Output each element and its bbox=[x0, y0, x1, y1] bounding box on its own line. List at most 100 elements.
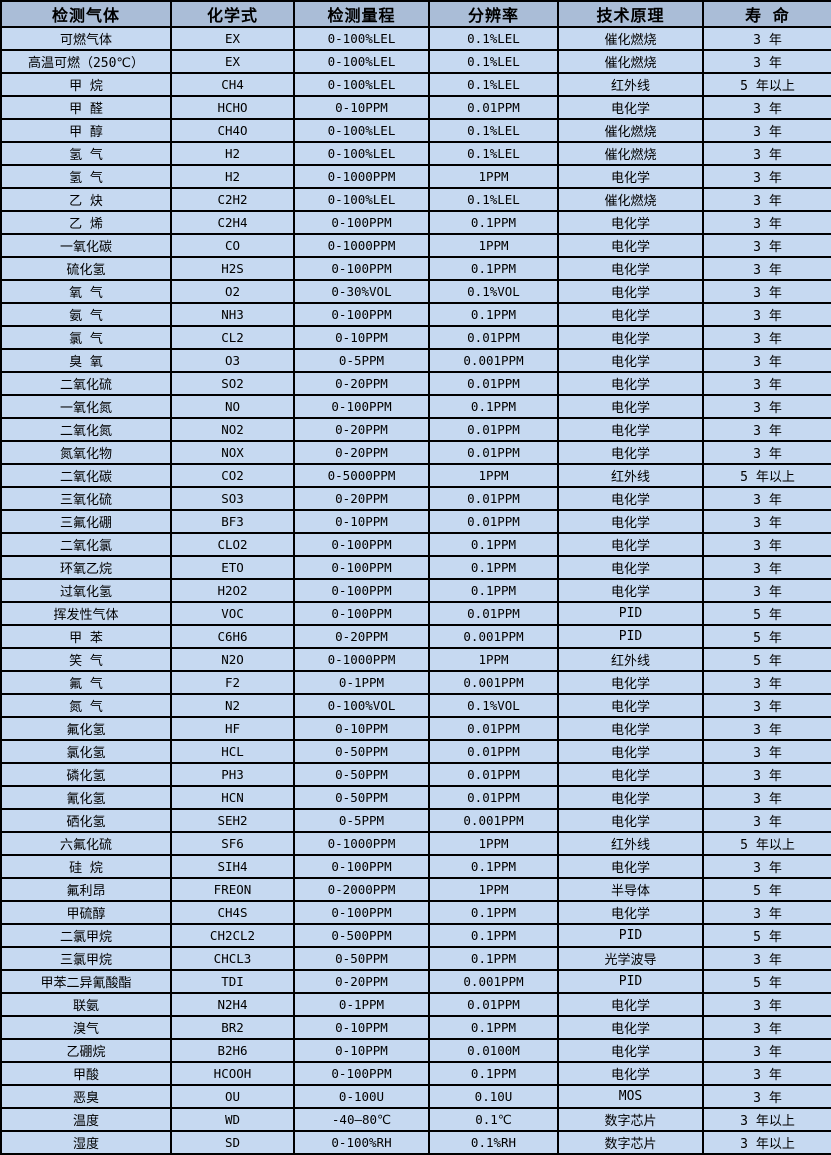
cell-formula: CL2 bbox=[170, 325, 295, 350]
cell-lifespan: 3 年 bbox=[702, 1038, 831, 1063]
cell-resolution: 0.01PPM bbox=[428, 992, 559, 1017]
cell-principle: 数字芯片 bbox=[557, 1107, 704, 1132]
cell-principle: 催化燃烧 bbox=[557, 118, 704, 143]
gas-table-body: 可燃气体 EX 0-100%LEL 0.1%LEL 催化燃烧 3 年高温可燃（250℃） E… bbox=[0, 26, 831, 1155]
cell-lifespan: 3 年 bbox=[702, 486, 831, 511]
cell-range: 0-100PPM bbox=[293, 1061, 430, 1086]
cell-gas-name: 氯化氢 bbox=[0, 739, 172, 764]
cell-formula: N2O bbox=[170, 647, 295, 672]
cell-resolution: 0.01PPM bbox=[428, 762, 559, 787]
cell-lifespan: 3 年 bbox=[702, 716, 831, 741]
table-row: 湿度 SD 0-100%RH 0.1%RH 数字芯片 3 年以上 bbox=[0, 1130, 831, 1155]
table-row: 溴气 BR2 0-10PPM 0.1PPM 电化学 3 年 bbox=[0, 1015, 831, 1040]
cell-gas-name: 硫化氢 bbox=[0, 256, 172, 281]
cell-range: 0-20PPM bbox=[293, 969, 430, 994]
cell-resolution: 0.001PPM bbox=[428, 624, 559, 649]
cell-principle: 电化学 bbox=[557, 808, 704, 833]
cell-range: 0-20PPM bbox=[293, 417, 430, 442]
cell-principle: 电化学 bbox=[557, 164, 704, 189]
cell-range: 0-100%LEL bbox=[293, 118, 430, 143]
table-row: 硒化氢 SEH2 0-5PPM 0.001PPM 电化学 3 年 bbox=[0, 808, 831, 833]
cell-principle: 电化学 bbox=[557, 210, 704, 235]
table-row: 环氧乙烷 ETO 0-100PPM 0.1PPM 电化学 3 年 bbox=[0, 555, 831, 580]
cell-principle: 电化学 bbox=[557, 417, 704, 442]
cell-formula: O3 bbox=[170, 348, 295, 373]
cell-range: 0-100PPM bbox=[293, 394, 430, 419]
table-row: 高温可燃（250℃） EX 0-100%LEL 0.1%LEL 催化燃烧 3 年 bbox=[0, 49, 831, 74]
cell-lifespan: 3 年 bbox=[702, 118, 831, 143]
cell-formula: H2 bbox=[170, 164, 295, 189]
cell-principle: 电化学 bbox=[557, 302, 704, 327]
cell-range: 0-1000PPM bbox=[293, 164, 430, 189]
cell-gas-name: 硅 烷 bbox=[0, 854, 172, 879]
cell-range: 0-50PPM bbox=[293, 785, 430, 810]
cell-gas-name: 恶臭 bbox=[0, 1084, 172, 1109]
cell-principle: 电化学 bbox=[557, 509, 704, 534]
cell-lifespan: 3 年 bbox=[702, 900, 831, 925]
table-row: 乙 烯 C2H4 0-100PPM 0.1PPM 电化学 3 年 bbox=[0, 210, 831, 235]
cell-lifespan: 3 年 bbox=[702, 95, 831, 120]
cell-lifespan: 3 年 bbox=[702, 233, 831, 258]
cell-principle: 催化燃烧 bbox=[557, 26, 704, 51]
cell-range: 0-100PPM bbox=[293, 256, 430, 281]
cell-principle: 光学波导 bbox=[557, 946, 704, 971]
cell-lifespan: 3 年以上 bbox=[702, 1107, 831, 1132]
table-row: 甲硫醇 CH4S 0-100PPM 0.1PPM 电化学 3 年 bbox=[0, 900, 831, 925]
cell-resolution: 1PPM bbox=[428, 831, 559, 856]
cell-formula: CH4O bbox=[170, 118, 295, 143]
table-row: 氧 气 O2 0-30%VOL 0.1%VOL 电化学 3 年 bbox=[0, 279, 831, 304]
cell-formula: CLO2 bbox=[170, 532, 295, 557]
cell-formula: NO bbox=[170, 394, 295, 419]
cell-range: 0-1PPM bbox=[293, 670, 430, 695]
header-formula: 化学式 bbox=[170, 0, 295, 28]
cell-lifespan: 3 年 bbox=[702, 325, 831, 350]
table-row: 甲 苯 C6H6 0-20PPM 0.001PPM PID 5 年 bbox=[0, 624, 831, 649]
cell-lifespan: 3 年 bbox=[702, 785, 831, 810]
cell-principle: 催化燃烧 bbox=[557, 49, 704, 74]
cell-formula: SEH2 bbox=[170, 808, 295, 833]
table-row: 三氧化硫 SO3 0-20PPM 0.01PPM 电化学 3 年 bbox=[0, 486, 831, 511]
cell-formula: O2 bbox=[170, 279, 295, 304]
cell-resolution: 0.01PPM bbox=[428, 325, 559, 350]
table-row: 乙 炔 C2H2 0-100%LEL 0.1%LEL 催化燃烧 3 年 bbox=[0, 187, 831, 212]
cell-formula: BR2 bbox=[170, 1015, 295, 1040]
cell-resolution: 0.1%LEL bbox=[428, 26, 559, 51]
cell-lifespan: 3 年 bbox=[702, 992, 831, 1017]
cell-formula: B2H6 bbox=[170, 1038, 295, 1063]
cell-lifespan: 3 年 bbox=[702, 739, 831, 764]
cell-gas-name: 甲酸 bbox=[0, 1061, 172, 1086]
cell-resolution: 0.01PPM bbox=[428, 95, 559, 120]
table-row: 甲酸 HCOOH 0-100PPM 0.1PPM 电化学 3 年 bbox=[0, 1061, 831, 1086]
cell-principle: 电化学 bbox=[557, 854, 704, 879]
table-row: 甲苯二异氰酸酯 TDI 0-20PPM 0.001PPM PID 5 年 bbox=[0, 969, 831, 994]
cell-range: 0-20PPM bbox=[293, 371, 430, 396]
cell-range: 0-5PPM bbox=[293, 348, 430, 373]
cell-gas-name: 三氟化硼 bbox=[0, 509, 172, 534]
cell-gas-name: 可燃气体 bbox=[0, 26, 172, 51]
cell-formula: C2H2 bbox=[170, 187, 295, 212]
cell-lifespan: 3 年 bbox=[702, 187, 831, 212]
cell-principle: 电化学 bbox=[557, 555, 704, 580]
cell-resolution: 0.1PPM bbox=[428, 578, 559, 603]
cell-gas-name: 氢 气 bbox=[0, 164, 172, 189]
header-resolution: 分辨率 bbox=[428, 0, 559, 28]
cell-gas-name: 一氧化氮 bbox=[0, 394, 172, 419]
table-row: 氢 气 H2 0-100%LEL 0.1%LEL 催化燃烧 3 年 bbox=[0, 141, 831, 166]
cell-principle: 红外线 bbox=[557, 831, 704, 856]
table-row: 氟化氢 HF 0-10PPM 0.01PPM 电化学 3 年 bbox=[0, 716, 831, 741]
cell-resolution: 0.1%LEL bbox=[428, 141, 559, 166]
cell-lifespan: 3 年 bbox=[702, 670, 831, 695]
cell-lifespan: 5 年 bbox=[702, 923, 831, 948]
cell-resolution: 0.001PPM bbox=[428, 670, 559, 695]
cell-gas-name: 高温可燃（250℃） bbox=[0, 49, 172, 74]
header-gas-name: 检测气体 bbox=[0, 0, 172, 28]
cell-lifespan: 5 年以上 bbox=[702, 463, 831, 488]
cell-gas-name: 氮氧化物 bbox=[0, 440, 172, 465]
cell-lifespan: 5 年 bbox=[702, 969, 831, 994]
cell-lifespan: 3 年 bbox=[702, 371, 831, 396]
cell-resolution: 0.1PPM bbox=[428, 532, 559, 557]
cell-lifespan: 3 年 bbox=[702, 394, 831, 419]
cell-resolution: 0.01PPM bbox=[428, 716, 559, 741]
cell-resolution: 1PPM bbox=[428, 164, 559, 189]
cell-formula: CH4S bbox=[170, 900, 295, 925]
